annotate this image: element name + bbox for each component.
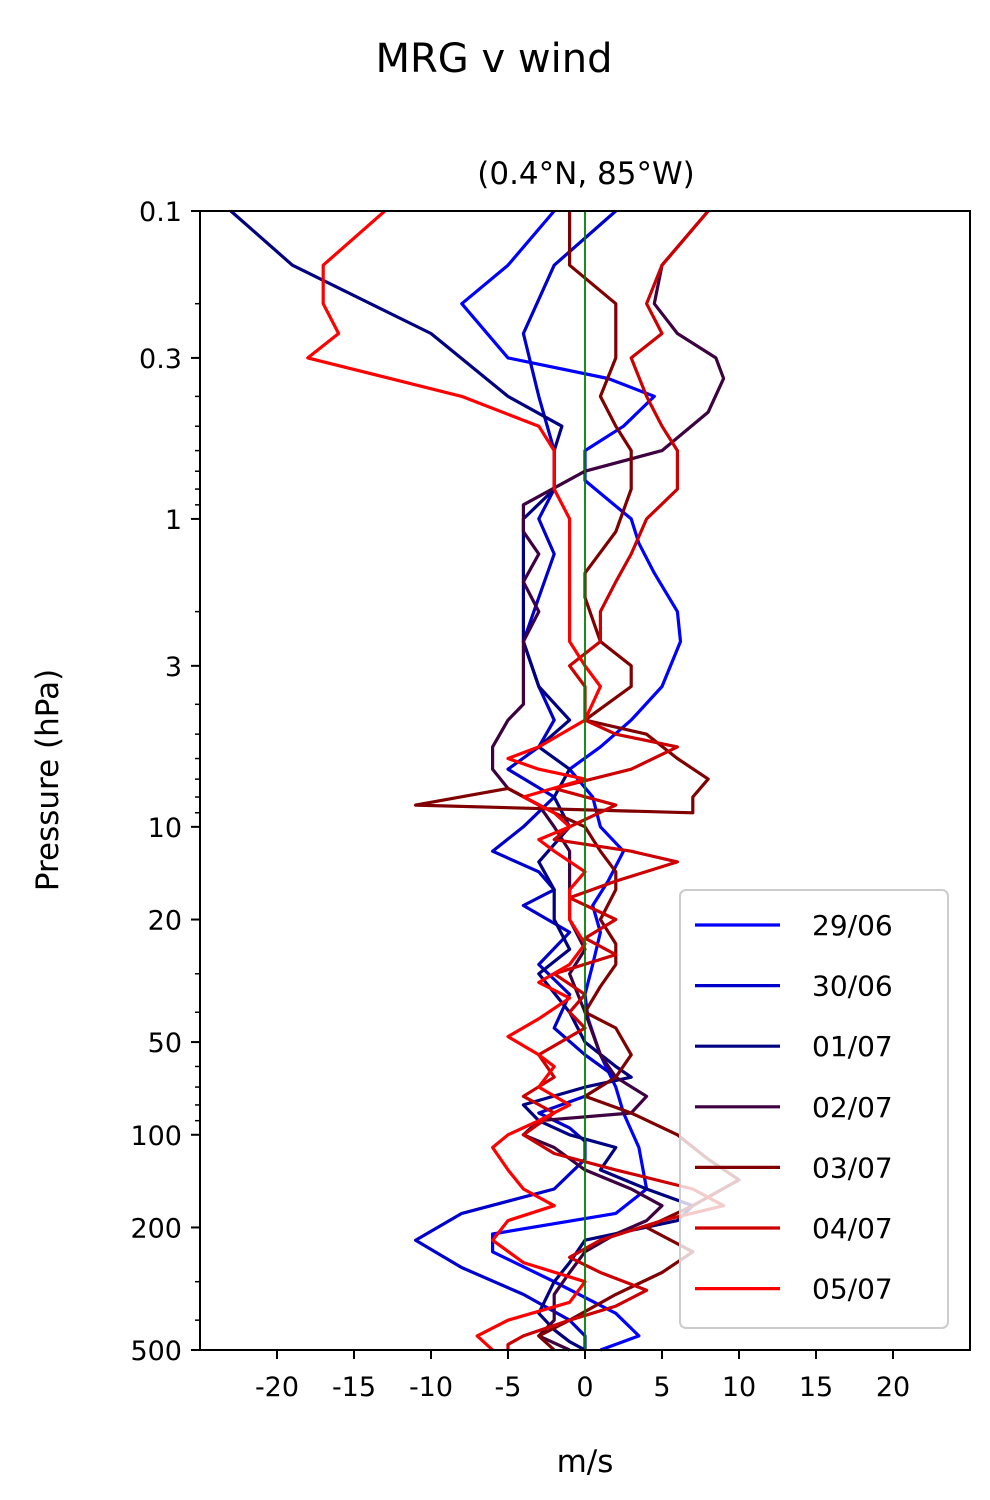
series-line-1 (460, 209, 683, 1352)
y-tick-label: 20 (148, 906, 182, 937)
y-tick-label: 0.3 (139, 344, 182, 375)
y-tick-label: 3 (165, 652, 182, 683)
legend-label: 02/07 (812, 1091, 893, 1124)
y-tick-label: 500 (130, 1336, 182, 1367)
legend-label: 30/06 (812, 970, 893, 1003)
series-line-7 (306, 209, 602, 1352)
legend-label: 05/07 (812, 1273, 893, 1306)
legend-label: 01/07 (812, 1030, 893, 1063)
legend-label: 04/07 (812, 1212, 893, 1245)
y-tick-label: 50 (148, 1028, 182, 1059)
y-tick-label: 100 (130, 1121, 182, 1152)
x-axis: -20 -15 -10 -5 0 5 10 15 20 (255, 1350, 910, 1403)
x-tick-label: -15 (332, 1372, 376, 1403)
x-tick-label: 20 (876, 1372, 910, 1403)
x-tick-label: -20 (255, 1372, 299, 1403)
y-axis-label: Pressure (hPa) (30, 669, 66, 891)
legend-box (679, 889, 949, 1329)
x-tick-label: -5 (495, 1372, 522, 1403)
y-tick-label: 10 (148, 813, 182, 844)
y-tick-label: 1 (165, 505, 182, 536)
series-layer (229, 209, 741, 1352)
x-tick-label: 10 (722, 1372, 756, 1403)
series-line-4 (491, 209, 726, 1352)
chart-subtitle: (0.4°N, 85°W) (477, 156, 694, 192)
x-tick-label: -10 (409, 1372, 453, 1403)
y-tick-label: 0.1 (139, 197, 182, 228)
legend-label: 29/06 (812, 909, 893, 942)
series-line-2 (414, 209, 618, 1350)
legend-label: 03/07 (812, 1151, 893, 1184)
x-tick-label: 0 (576, 1372, 593, 1403)
x-tick-label: 5 (653, 1372, 670, 1403)
x-axis-label: m/s (557, 1444, 614, 1480)
legend: 29/06 30/06 01/07 02/07 03/07 04/07 05/07 (679, 889, 949, 1329)
chart-title: MRG v wind (376, 36, 613, 82)
y-axis: 0.1 0.3 1 3 10 20 50 100 200 500 (130, 197, 200, 1367)
x-tick-label: 15 (799, 1372, 833, 1403)
series-line-6 (506, 209, 726, 1350)
y-tick-label: 200 (130, 1213, 182, 1244)
series-line-3 (229, 209, 695, 1352)
